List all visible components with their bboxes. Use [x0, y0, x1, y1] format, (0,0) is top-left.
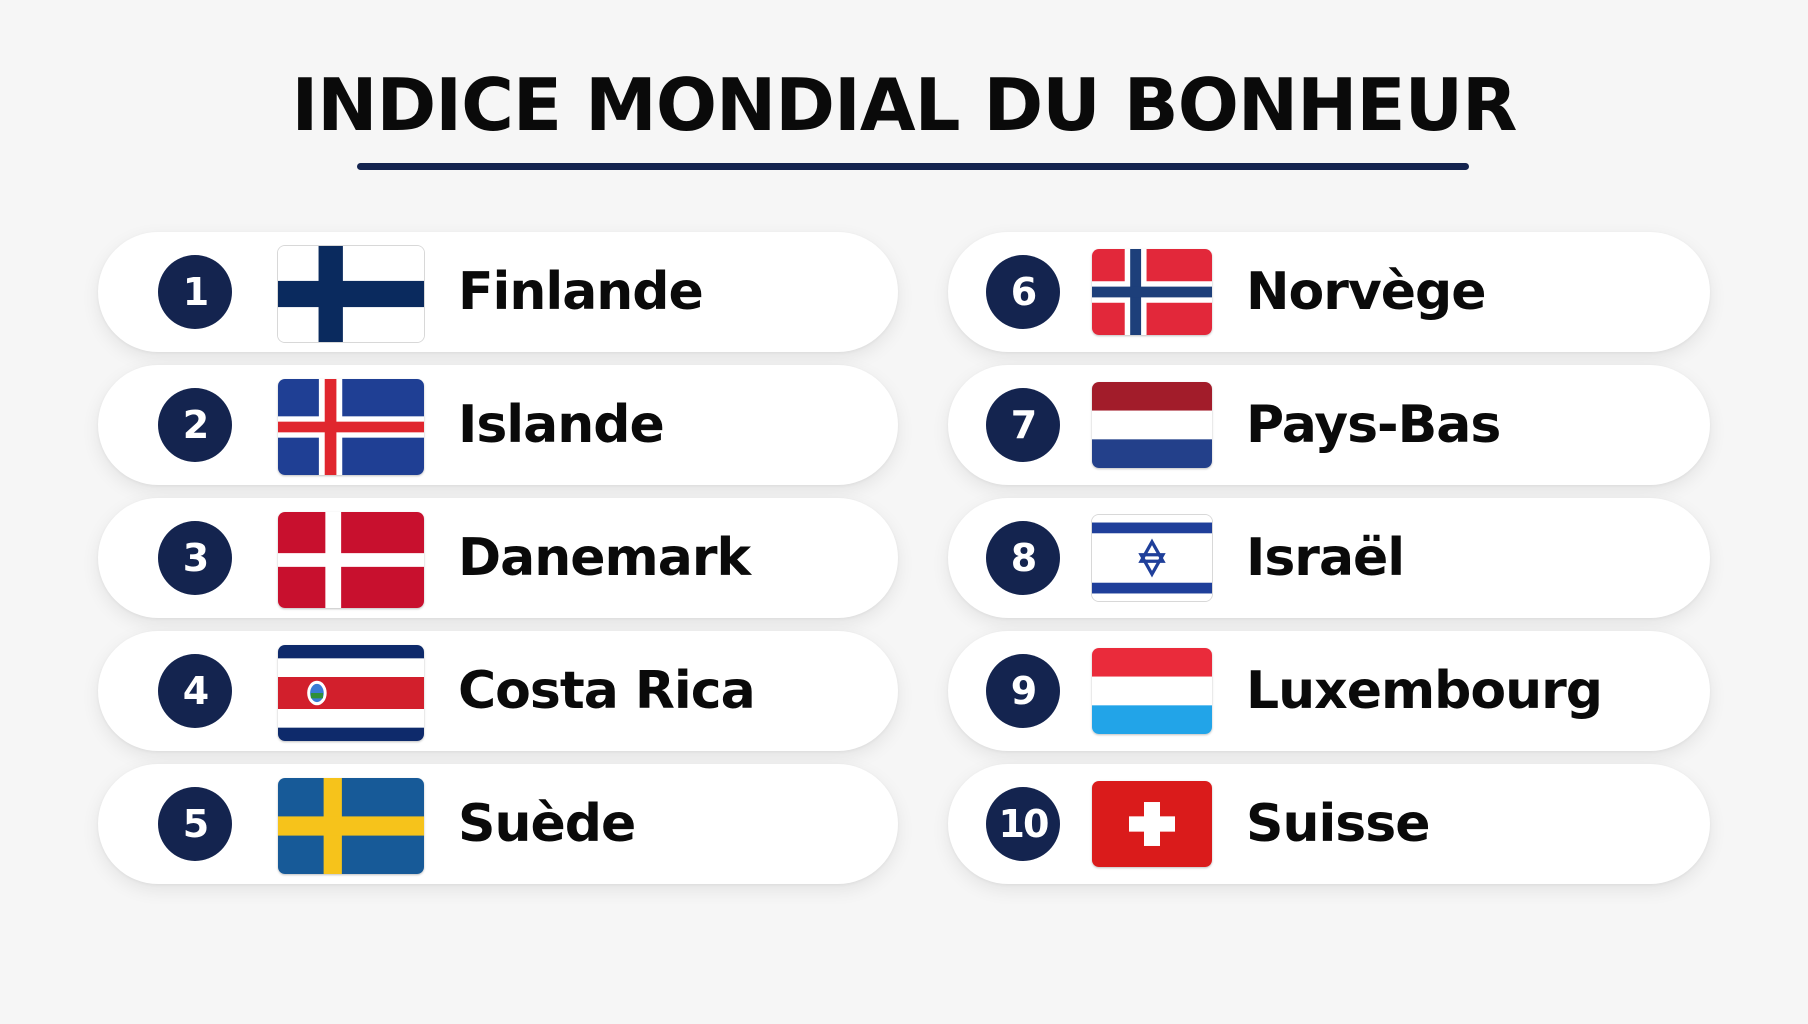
- rank-badge: 8: [986, 521, 1060, 595]
- ranking-row-4: 4 Costa Rica: [98, 631, 898, 751]
- ranking-row-1: 1 Finlande: [98, 232, 898, 352]
- country-name: Suisse: [1246, 794, 1430, 854]
- country-name: Danemark: [458, 528, 751, 588]
- rank-badge: 2: [158, 388, 232, 462]
- country-name: Suède: [458, 794, 636, 854]
- netherlands-flag-icon: [1092, 382, 1212, 468]
- ranking-row-5: 5 Suède: [98, 764, 898, 884]
- luxembourg-flag-icon: [1092, 648, 1212, 734]
- ranking-row-7: 7 Pays-Bas: [948, 365, 1710, 485]
- title-underline: [357, 163, 1469, 170]
- denmark-flag-icon: [278, 512, 424, 608]
- finland-flag-icon: [278, 246, 424, 342]
- ranking-row-9: 9 Luxembourg: [948, 631, 1710, 751]
- country-name: Israël: [1246, 528, 1405, 588]
- switzerland-flag-icon: [1092, 781, 1212, 867]
- country-name: Islande: [458, 395, 665, 455]
- ranking-row-2: 2 Islande: [98, 365, 898, 485]
- ranking-row-6: 6 Norvège: [948, 232, 1710, 352]
- country-name: Pays-Bas: [1246, 395, 1501, 455]
- rank-badge: 4: [158, 654, 232, 728]
- israel-flag-icon: [1092, 515, 1212, 601]
- ranking-row-10: 10 Suisse: [948, 764, 1710, 884]
- norway-flag-icon: [1092, 249, 1212, 335]
- ranking-row-3: 3 Danemark: [98, 498, 898, 618]
- country-name: Norvège: [1246, 262, 1487, 322]
- rank-badge: 1: [158, 255, 232, 329]
- country-name: Luxembourg: [1246, 661, 1603, 721]
- rank-badge: 6: [986, 255, 1060, 329]
- sweden-flag-icon: [278, 778, 424, 874]
- country-name: Costa Rica: [458, 661, 756, 721]
- rank-badge: 7: [986, 388, 1060, 462]
- iceland-flag-icon: [278, 379, 424, 475]
- rank-badge: 3: [158, 521, 232, 595]
- page-title: INDICE MONDIAL DU BONHEUR: [291, 63, 1517, 147]
- ranking-row-8: 8 Israël: [948, 498, 1710, 618]
- rank-badge: 9: [986, 654, 1060, 728]
- country-name: Finlande: [458, 262, 704, 322]
- rank-badge: 5: [158, 787, 232, 861]
- costa-rica-flag-icon: [278, 645, 424, 741]
- rank-badge: 10: [986, 787, 1060, 861]
